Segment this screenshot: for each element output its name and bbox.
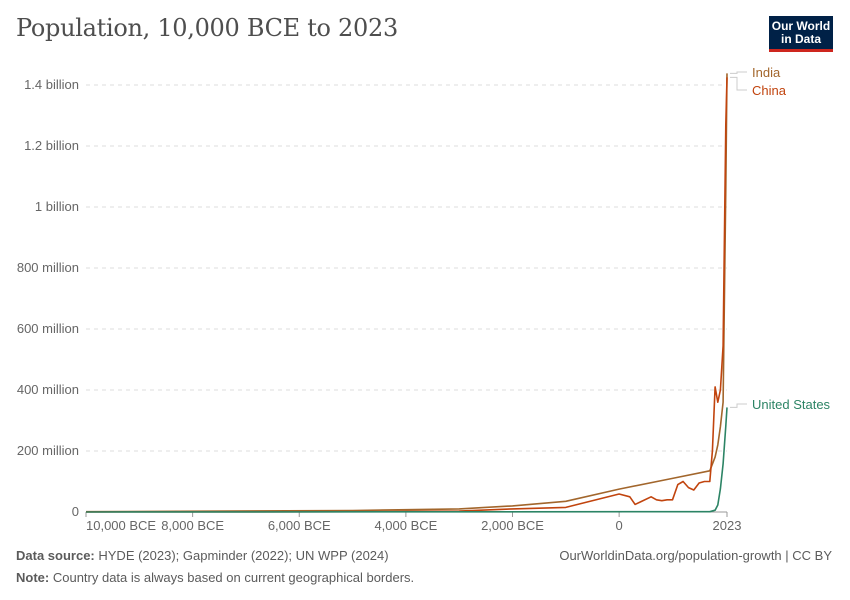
y-tick-label: 800 million xyxy=(17,260,79,275)
label-connector xyxy=(730,71,747,74)
note: Note: Country data is always based on cu… xyxy=(16,570,414,585)
y-tick-label: 200 million xyxy=(17,443,79,458)
y-tick-label: 1.2 billion xyxy=(24,138,79,153)
source-url[interactable]: OurWorldinData.org/population-growth | C… xyxy=(559,548,832,563)
x-tick-label: 6,000 BCE xyxy=(268,518,331,533)
y-tick-label: 600 million xyxy=(17,321,79,336)
y-tick-label: 400 million xyxy=(17,382,79,397)
x-tick-label: 8,000 BCE xyxy=(161,518,224,533)
note-label: Note: xyxy=(16,570,50,585)
note-text: Country data is always based on current … xyxy=(52,570,415,585)
series-line-china xyxy=(85,77,728,513)
series-label: United States xyxy=(752,397,831,412)
x-tick-label: 10,000 BCE xyxy=(86,518,156,533)
x-tick-label: 0 xyxy=(616,518,623,533)
source-text[interactable]: HYDE (2023); Gapminder (2022); UN WPP (2… xyxy=(98,548,389,563)
x-tick-label: 2023 xyxy=(713,518,742,533)
x-tick-label: 4,000 BCE xyxy=(374,518,437,533)
data-source: Data source: HYDE (2023); Gapminder (202… xyxy=(16,548,389,563)
label-connector xyxy=(730,76,747,91)
chart-title: Population, 10,000 BCE to 2023 xyxy=(16,14,398,42)
x-tick-label: 2,000 BCE xyxy=(481,518,544,533)
source-label: Data source: xyxy=(16,548,95,563)
series-label: India xyxy=(752,65,781,80)
label-connector xyxy=(730,403,747,408)
y-tick-label: 0 xyxy=(72,504,79,519)
series-line-india xyxy=(85,73,728,513)
y-tick-label: 1.4 billion xyxy=(24,77,79,92)
owid-logo[interactable]: Our World in Data xyxy=(769,16,833,52)
series-line-united-states xyxy=(85,407,728,513)
y-tick-label: 1 billion xyxy=(35,199,79,214)
series-label: China xyxy=(752,83,787,98)
